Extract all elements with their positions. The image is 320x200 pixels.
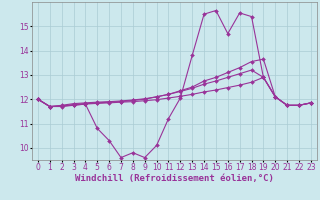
X-axis label: Windchill (Refroidissement éolien,°C): Windchill (Refroidissement éolien,°C) [75, 174, 274, 183]
